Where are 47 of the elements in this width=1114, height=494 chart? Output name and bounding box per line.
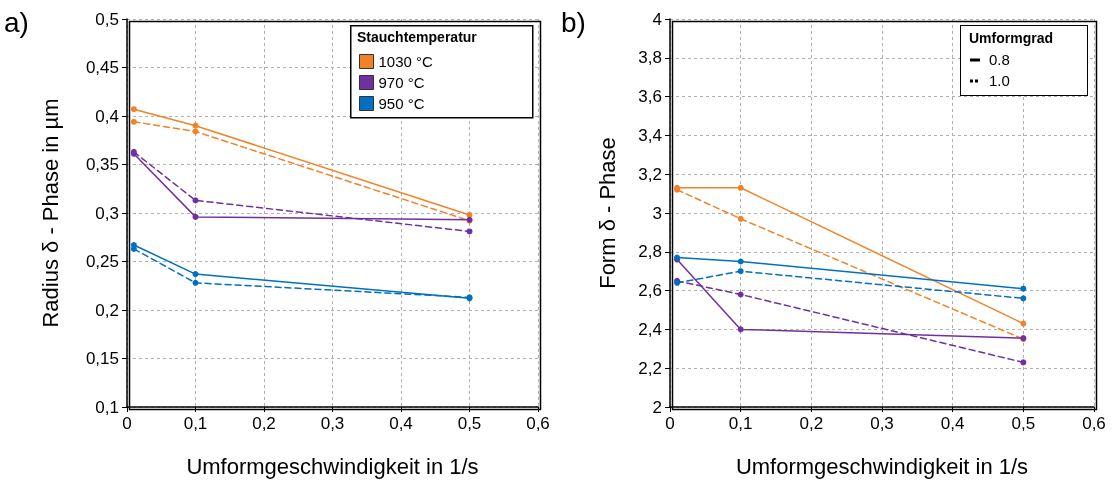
y-axis-title: Radius δ - Phase in µm [37,98,63,328]
y-tick-label: 3 [652,203,662,223]
x-tick-label: 0,5 [457,414,482,433]
y-tick-label: 3,6 [638,87,662,107]
y-tick-label: 0,35 [85,155,119,174]
x-tick-label: 0,1 [728,414,753,433]
y-tick-label: 3,2 [638,164,662,184]
y-tick-label: 2,8 [638,242,662,262]
y-tick-label: 0,3 [95,203,119,223]
annotation: 1.0 [989,72,1010,89]
x-tick-label: 0,4 [389,414,413,433]
y-tick-label: 0,5 [95,9,119,29]
x-axis-title: Umformgeschwindigkeit in 1/s [186,453,479,479]
y-tick-label: 0,45 [85,58,119,77]
y-tick-label: 0,1 [95,397,119,417]
legend-label: 970 °C [378,74,425,91]
x-tick-label: 0 [665,414,675,433]
y-tick-label: 4 [652,9,662,29]
y-tick-label: 2 [652,397,662,417]
x-tick-label: 0 [122,414,132,433]
chart-title: a) [4,6,29,38]
chart-title: b) [561,6,586,38]
y-tick-label: 2,6 [638,281,662,301]
y-tick-label: 3,8 [638,48,662,68]
y-tick-label: 0,2 [95,300,119,320]
y-tick-label: 0,15 [85,349,119,368]
x-tick-label: 0,2 [252,414,276,433]
x-axis-title: Umformgeschwindigkeit in 1/s [735,453,1029,479]
annotation: 0.8 [989,51,1010,68]
x-tick-label: 0,4 [940,414,965,433]
y-tick-label: 0,25 [85,252,119,271]
legend-label: 950 °C [378,95,425,112]
x-tick-label: 0,5 [1011,414,1036,433]
legend-title: Umformgrad [969,30,1054,46]
x-tick-label: 0,3 [870,414,894,433]
y-tick-label: 2,2 [638,358,662,378]
legend-label: 1030 °C [378,53,434,70]
x-tick-label: 0,2 [799,414,824,433]
x-tick-label: 0,6 [526,414,550,433]
x-tick-label: 0,6 [1082,414,1106,433]
y-axis-title: Form δ - Phase [594,137,620,289]
y-tick-label: 2,4 [638,319,662,339]
legend-title: Stauchtemperatur [357,29,478,45]
y-tick-label: 3,4 [638,125,662,145]
y-tick-label: 0,4 [95,106,119,126]
x-tick-label: 0,1 [183,414,208,433]
x-tick-label: 0,3 [320,414,345,433]
